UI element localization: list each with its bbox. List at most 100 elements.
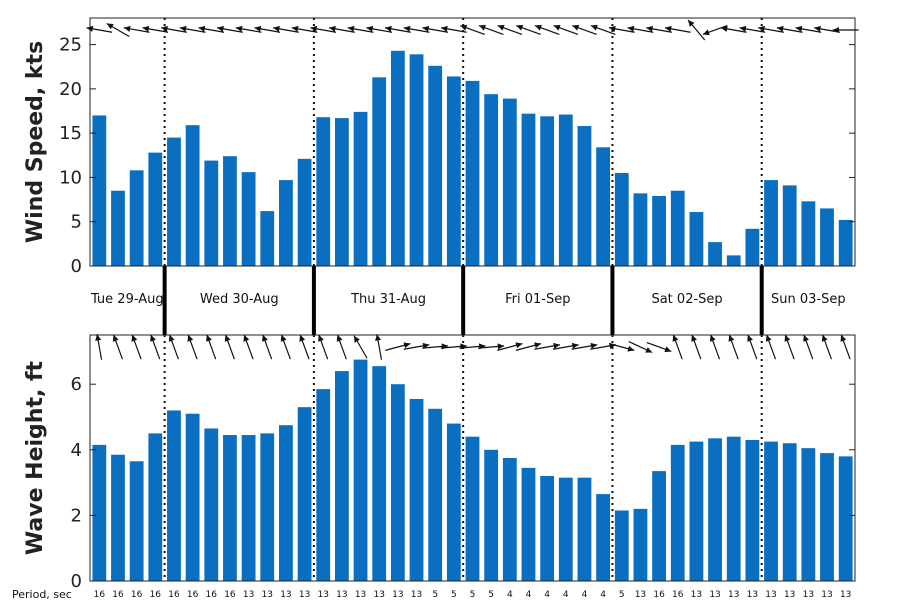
direction-arrow [478, 24, 504, 36]
period-value: 4 [563, 590, 569, 600]
arrow-head [627, 25, 635, 32]
bar [334, 118, 349, 266]
direction-arrow [803, 334, 814, 360]
direction-arrow [628, 340, 653, 354]
bar [446, 76, 461, 266]
bar [334, 371, 349, 581]
bar [782, 185, 797, 266]
y-tick-label: 4 [71, 440, 82, 461]
bar [241, 172, 256, 266]
direction-arrow [776, 25, 803, 33]
y-tick-label: 2 [71, 505, 82, 526]
arrow-head [161, 25, 168, 32]
plot-frame [89, 334, 856, 582]
bar [708, 242, 722, 266]
bar [111, 190, 125, 266]
bar [372, 77, 387, 266]
bar [689, 211, 704, 266]
arrow-head [553, 24, 561, 31]
direction-arrow [497, 24, 523, 36]
bar [502, 98, 517, 266]
direction-arrow [86, 25, 113, 33]
bar [764, 180, 778, 266]
arrow-head [385, 25, 392, 32]
bar [111, 454, 125, 581]
arrow-head [534, 24, 542, 31]
period-value: 13 [392, 590, 403, 600]
direction-arrow [235, 25, 262, 33]
arrow-head [709, 334, 716, 342]
bar [92, 115, 107, 266]
period-value: 16 [672, 590, 684, 600]
bar [167, 137, 181, 266]
direction-arrow [627, 25, 654, 33]
bar [223, 156, 237, 266]
direction-arrow [243, 334, 254, 360]
direction-arrow [720, 25, 747, 33]
direction-arrow [515, 342, 542, 351]
direction-arrow [217, 25, 243, 33]
direction-arrow [590, 24, 616, 36]
bar [838, 219, 853, 266]
bar [689, 441, 704, 581]
arrow-head [747, 334, 753, 342]
direction-arrow [747, 334, 758, 360]
period-value: 5 [488, 590, 494, 600]
arrow-head [765, 334, 772, 342]
bar [596, 147, 611, 266]
period-value: 16 [224, 590, 236, 600]
direction-arrow [384, 25, 411, 33]
arrow-head [243, 334, 250, 342]
bar [801, 201, 816, 266]
bar [652, 196, 666, 266]
bar [540, 476, 555, 581]
bar [838, 456, 853, 581]
period-value: 13 [747, 590, 758, 600]
direction-arrow [691, 334, 702, 360]
period-value: 16 [168, 590, 180, 600]
arrow-head [691, 334, 697, 342]
bar [353, 359, 368, 581]
period-value: 13 [299, 590, 310, 600]
arrow-head [280, 334, 287, 342]
bar [185, 125, 200, 267]
arrow-head [150, 334, 156, 342]
direction-arrow [646, 25, 672, 33]
arrow-head [814, 25, 821, 32]
arrow-head [318, 334, 324, 342]
arrow-head [336, 334, 343, 342]
arrow-head [168, 334, 175, 342]
direction-arrow [440, 25, 467, 33]
arrow-head [645, 347, 653, 353]
arrow-head [310, 25, 318, 32]
bar [708, 438, 722, 581]
direction-arrow [709, 334, 721, 360]
arrow-head [803, 334, 809, 342]
arrow-head [206, 334, 212, 342]
direction-arrow [534, 342, 561, 350]
period-value: 5 [619, 590, 625, 600]
period-value: 13 [262, 590, 273, 600]
direction-arrow [131, 334, 142, 360]
arrow-head [291, 25, 299, 32]
bar [521, 113, 536, 267]
direction-arrow [150, 334, 161, 360]
direction-arrow [758, 25, 784, 33]
bar [223, 435, 237, 581]
period-value: 13 [336, 590, 347, 600]
bar [241, 435, 256, 581]
direction-arrow [821, 334, 833, 360]
arrow-head [627, 345, 635, 352]
period-value: 4 [544, 590, 550, 600]
bar [745, 228, 760, 266]
arrow-head [795, 25, 803, 32]
bar [428, 408, 443, 581]
direction-arrow [571, 342, 598, 350]
bar [801, 448, 816, 581]
arrow-head [347, 25, 355, 32]
direction-arrow [664, 25, 691, 33]
direction-arrow [840, 334, 851, 360]
arrow-head [179, 25, 187, 32]
arrow-head [441, 25, 448, 32]
direction-arrow [814, 25, 840, 33]
